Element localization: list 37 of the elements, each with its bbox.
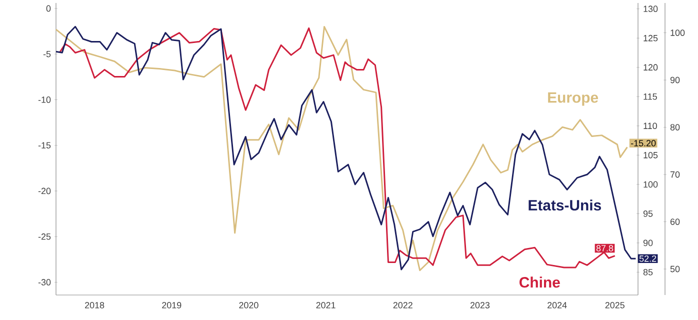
series-label: Etats-Unis xyxy=(528,200,601,211)
y2-tick-label: 100 xyxy=(644,181,658,188)
x-tick-label: 2025 xyxy=(605,302,624,308)
series-label: Europe xyxy=(548,92,598,106)
y2-tick-label: 105 xyxy=(644,152,658,158)
y-tick-label: 0 xyxy=(46,5,51,12)
x-tick-label: 2023 xyxy=(470,302,490,308)
x-tick-label: 2020 xyxy=(239,302,258,308)
x-tick-label: 2021 xyxy=(316,302,336,308)
y-tick-label: -20 xyxy=(38,188,51,194)
x-tick-label: 2018 xyxy=(85,302,104,308)
y3-tick-label: 70 xyxy=(670,171,680,178)
y3-tick-label: 80 xyxy=(670,124,680,130)
data-label: 52.2 xyxy=(639,255,656,262)
y3-tick-label: 50 xyxy=(670,266,680,272)
y2-tick-label: 95 xyxy=(643,210,653,217)
y2-tick-label: 110 xyxy=(644,122,657,130)
y-tick-label: -5 xyxy=(43,50,51,58)
series-label: Chine xyxy=(520,276,560,288)
y-tick-label: -30 xyxy=(38,279,51,286)
y3-tick-label: 90 xyxy=(670,76,680,84)
x-tick-label: 2024 xyxy=(548,302,567,308)
y3-tick-label: 60 xyxy=(670,218,680,225)
y3-tick-label: 100 xyxy=(670,30,685,36)
y2-tick-label: 125 xyxy=(644,34,658,42)
y2-tick-label: 120 xyxy=(644,64,658,71)
y2-tick-label: 115 xyxy=(644,93,657,100)
x-tick-label: 2019 xyxy=(162,302,182,308)
data-label: 87.8 xyxy=(596,245,614,252)
data-label: -15.20 xyxy=(631,140,656,146)
y2-tick-label: 85 xyxy=(643,269,653,276)
y-tick-label: -10 xyxy=(38,96,51,103)
y-tick-label: -15 xyxy=(38,142,51,148)
y-tick-label: -25 xyxy=(38,233,51,240)
y2-tick-label: 90 xyxy=(643,240,653,246)
y2-tick-label: 130 xyxy=(644,6,658,12)
x-tick-label: 2022 xyxy=(393,302,412,308)
